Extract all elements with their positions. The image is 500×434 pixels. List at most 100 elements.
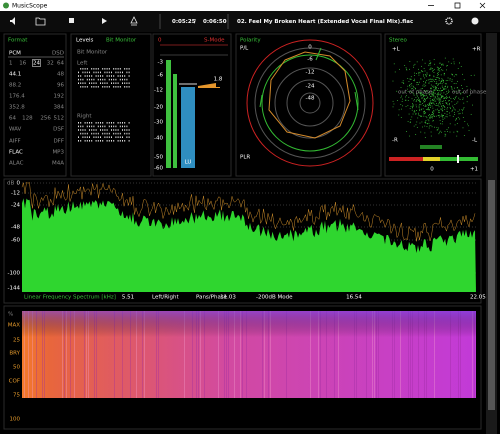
sample [463,135,465,136]
sample [449,104,450,106]
sample [443,115,445,117]
sample [419,93,421,95]
bit-dot [102,140,104,142]
sample [436,83,438,85]
bit-dot [80,86,82,88]
bit-dot [100,122,101,124]
sample [441,96,443,98]
sample [410,83,412,85]
bit-dot [97,125,99,128]
sample [442,95,444,97]
sample [433,100,434,101]
sample [433,68,435,70]
sample [432,95,434,97]
sample [442,63,444,65]
volume-button[interactable] [10,17,15,25]
bit-dot [117,136,119,138]
sample [424,62,426,64]
sample [443,100,445,102]
sample [437,99,439,101]
sample [441,123,443,125]
bit-dot [97,122,99,124]
sample [404,99,406,101]
sample [446,93,448,94]
sample [464,121,466,122]
sample [423,115,425,117]
sample [419,115,421,116]
sample [419,92,421,94]
sample [432,107,434,109]
bit-dot [86,132,88,135]
bit-dot [128,122,130,124]
sample [424,95,426,97]
sample [430,62,432,64]
sample [436,103,437,104]
bit-dot [108,86,110,88]
stop-button[interactable] [69,18,74,23]
sample [421,65,422,67]
sample [442,80,444,82]
sample [435,87,437,89]
sample [459,99,461,100]
eject-button[interactable] [130,16,138,26]
sample [394,71,396,73]
sample [424,98,425,100]
window-controls[interactable] [428,2,486,9]
play-button[interactable] [102,18,107,24]
bit-dot [93,125,95,128]
info-button[interactable] [471,17,479,25]
bit-dot [86,140,88,142]
sample [435,83,437,84]
sample [407,91,409,92]
sample [447,80,449,81]
bit-dot [119,136,121,138]
sample [425,85,427,87]
sample [438,116,440,118]
sample [426,126,428,128]
settings-button[interactable] [445,17,453,25]
open-button[interactable] [35,17,46,26]
sample [435,87,437,88]
sample [431,126,433,128]
sample [460,66,462,67]
bit-dot [80,140,82,142]
sample [419,72,421,74]
sample [426,98,427,99]
sample [418,74,420,76]
sample [401,108,402,110]
sample [421,98,423,99]
bit-monitor [78,68,130,142]
sample [423,96,425,98]
bit-dot [102,132,104,135]
sample [430,107,431,108]
sample [436,86,438,88]
bit-dot [115,125,117,128]
sample [432,120,434,121]
sample [437,104,439,106]
sample [418,91,419,93]
sample [414,110,415,112]
sample [439,63,441,64]
sample [437,115,439,117]
bit-dot [108,125,110,128]
sample [423,94,424,96]
sample [441,90,442,92]
sample [431,105,433,107]
sample [438,114,440,116]
bit-dot [84,136,86,138]
sample [410,78,412,80]
phase-label: out of phase [398,90,433,96]
format-option: 88.2 [9,83,21,89]
bit-dot [93,136,95,138]
sample [415,113,417,115]
sample [428,107,429,108]
sample [420,92,422,94]
sample [444,106,445,107]
sample [462,127,464,129]
sample [421,108,422,110]
sample [443,105,444,107]
scroll-thumb[interactable] [488,180,495,410]
tab: Bit Monitor [106,38,137,44]
sample [424,70,426,72]
sample [446,97,447,99]
